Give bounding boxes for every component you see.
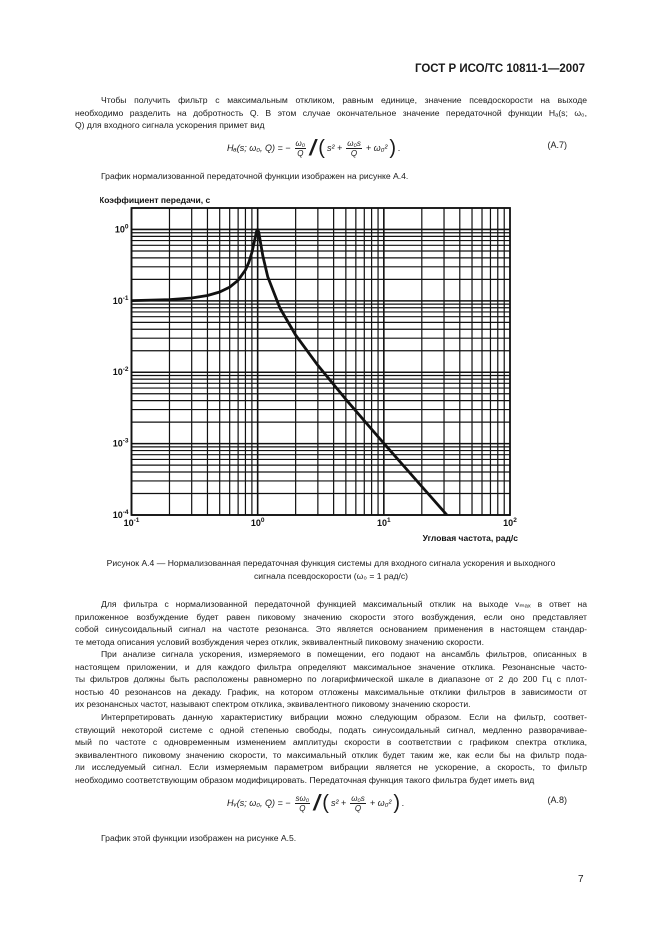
formula-a8: Hᵥ(s; ω₀, Q) = − sω₀ Q / ( s² + ω₀s Q + ω₀… bbox=[75, 790, 587, 819]
paragraph-figure5-reference: График этой функции изображен на рисунке… bbox=[75, 832, 587, 845]
fraction: ω₀s Q bbox=[346, 139, 362, 158]
paragraph-3: При анализе сигнала ускорения, измеряемо… bbox=[75, 648, 587, 711]
text-line: их резонансных частот, называют спектром… bbox=[75, 699, 471, 710]
caption-line: Рисунок А.4 — Нормализованная передаточн… bbox=[106, 558, 556, 568]
numerator: sω₀ bbox=[294, 793, 311, 804]
text-line: Чтобы получить фильтр с максимальным отк… bbox=[101, 95, 587, 105]
formula-lhs: Hᵥ(s; ω₀, Q) = − bbox=[227, 798, 291, 808]
page-number: 7 bbox=[578, 874, 584, 885]
paragraph-1: Чтобы получить фильтр с максимальным отк… bbox=[75, 94, 587, 132]
numerator: ω₀s bbox=[350, 793, 366, 804]
paragraph-4: Интерпретировать данную характеристику в… bbox=[75, 711, 587, 787]
denominator: Q bbox=[354, 803, 362, 813]
text-line: настоящем приложении, и для каждого филь… bbox=[75, 661, 587, 672]
response-curve bbox=[131, 228, 448, 516]
y-tick-label: 10-4 bbox=[113, 509, 129, 520]
paragraph-figure-reference: График нормализованной передаточной функ… bbox=[75, 170, 587, 183]
transfer-function-chart: 10-1 100 101 102 100 10-1 10-2 10-3 10-4 Коэффици… bbox=[100, 195, 519, 543]
fraction: ω₀ Q bbox=[294, 138, 307, 158]
text-line: ли исследуемый сигнал. Если измеряемым п… bbox=[75, 762, 587, 773]
text-line: График этой функции изображен на рисунке… bbox=[101, 833, 297, 843]
text-line: При анализе сигнала ускорения, измеряемо… bbox=[101, 649, 587, 659]
text-line: ностью 40 резонансов на декаду. График, … bbox=[75, 686, 587, 697]
y-tick-label: 10-3 bbox=[113, 438, 129, 449]
text-line: Интерпретировать данную характеристику в… bbox=[101, 712, 587, 722]
y-tick-label: 100 bbox=[115, 223, 129, 234]
text-line: необходимо разделить на добротность Q. В… bbox=[75, 107, 587, 118]
formula-s2: s² + bbox=[330, 798, 347, 808]
paren-close: ) bbox=[389, 137, 397, 159]
denominator: Q bbox=[350, 148, 358, 158]
text-line: ты фильтров должны быть расположены равн… bbox=[75, 674, 587, 685]
text-line: собой синусоидальный сигнал на частоте р… bbox=[75, 624, 587, 635]
formula-s2: s² + bbox=[326, 143, 343, 153]
formula-body: Hᵥ(s; ω₀, Q) = − sω₀ Q / ( s² + ω₀s Q + ω₀… bbox=[227, 790, 405, 815]
text-line: эквивалентного пиковому значению скорост… bbox=[75, 749, 587, 760]
text-line: График нормализованной передаточной функ… bbox=[101, 171, 409, 181]
text-line: необходимо соответствующим образом модиф… bbox=[75, 774, 535, 785]
document-header: ГОСТ Р ИСО/ТС 10811-1—2007 bbox=[414, 63, 585, 75]
division-slash: / bbox=[307, 135, 320, 160]
x-tick-label: 10-1 bbox=[124, 517, 140, 528]
division-slash: / bbox=[311, 790, 324, 815]
equation-number: (A.7) bbox=[547, 140, 567, 150]
equation-number: (A.8) bbox=[547, 795, 567, 805]
x-tick-label: 102 bbox=[503, 517, 517, 528]
x-axis-label: Угловая частота, рад/с bbox=[423, 533, 519, 543]
y-tick-label: 10-1 bbox=[113, 295, 129, 306]
formula-a7: Hₐ(s; ω₀, Q) = − ω₀ Q / ( s² + ω₀s Q + ω₀²… bbox=[75, 135, 587, 164]
figure-caption: Рисунок А.4 — Нормализованная передаточн… bbox=[75, 557, 587, 582]
denominator: Q bbox=[299, 803, 306, 813]
y-tick-label: 10-2 bbox=[113, 366, 129, 377]
formula-tail: + ω₀² bbox=[369, 798, 392, 808]
formula-lhs: Hₐ(s; ω₀, Q) = − bbox=[227, 143, 291, 153]
denominator: Q bbox=[297, 148, 304, 158]
y-axis-label: Коэффициент передачи, с bbox=[100, 195, 210, 205]
formula-body: Hₐ(s; ω₀, Q) = − ω₀ Q / ( s² + ω₀s Q + ω₀²… bbox=[227, 135, 401, 160]
x-tick-label: 100 bbox=[251, 517, 265, 528]
formula-end: . bbox=[402, 798, 405, 808]
paren-close: ) bbox=[393, 792, 401, 814]
fraction: ω₀s Q bbox=[350, 794, 366, 813]
numerator: ω₀ bbox=[294, 138, 307, 149]
paren-open: ( bbox=[322, 792, 329, 814]
fraction: sω₀ Q bbox=[294, 793, 311, 813]
paragraph-2: Для фильтра с нормализованной передаточн… bbox=[75, 598, 587, 648]
caption-line: сигнала псевдоскорости (ω₀ = 1 рад/с) bbox=[253, 570, 409, 581]
paren-open: ( bbox=[318, 137, 325, 159]
text-line: Q) для входного сигнала ускорения примет… bbox=[75, 120, 265, 131]
text-line: Для фильтра с нормализованной передаточн… bbox=[101, 599, 587, 609]
x-tick-label: 101 bbox=[377, 517, 391, 528]
text-line: те метода описания условий возбуждения ч… bbox=[75, 636, 484, 647]
formula-tail: + ω₀² bbox=[365, 143, 388, 153]
formula-end: . bbox=[398, 143, 401, 153]
text-line: мый по частоте с одновременным изменение… bbox=[75, 737, 587, 748]
text-line: приложенное возбуждение будет равен пико… bbox=[75, 611, 587, 622]
text-line: ствующий некоторой системе с одной степе… bbox=[75, 724, 587, 735]
numerator: ω₀s bbox=[346, 138, 362, 149]
plot-frame bbox=[130, 207, 511, 516]
